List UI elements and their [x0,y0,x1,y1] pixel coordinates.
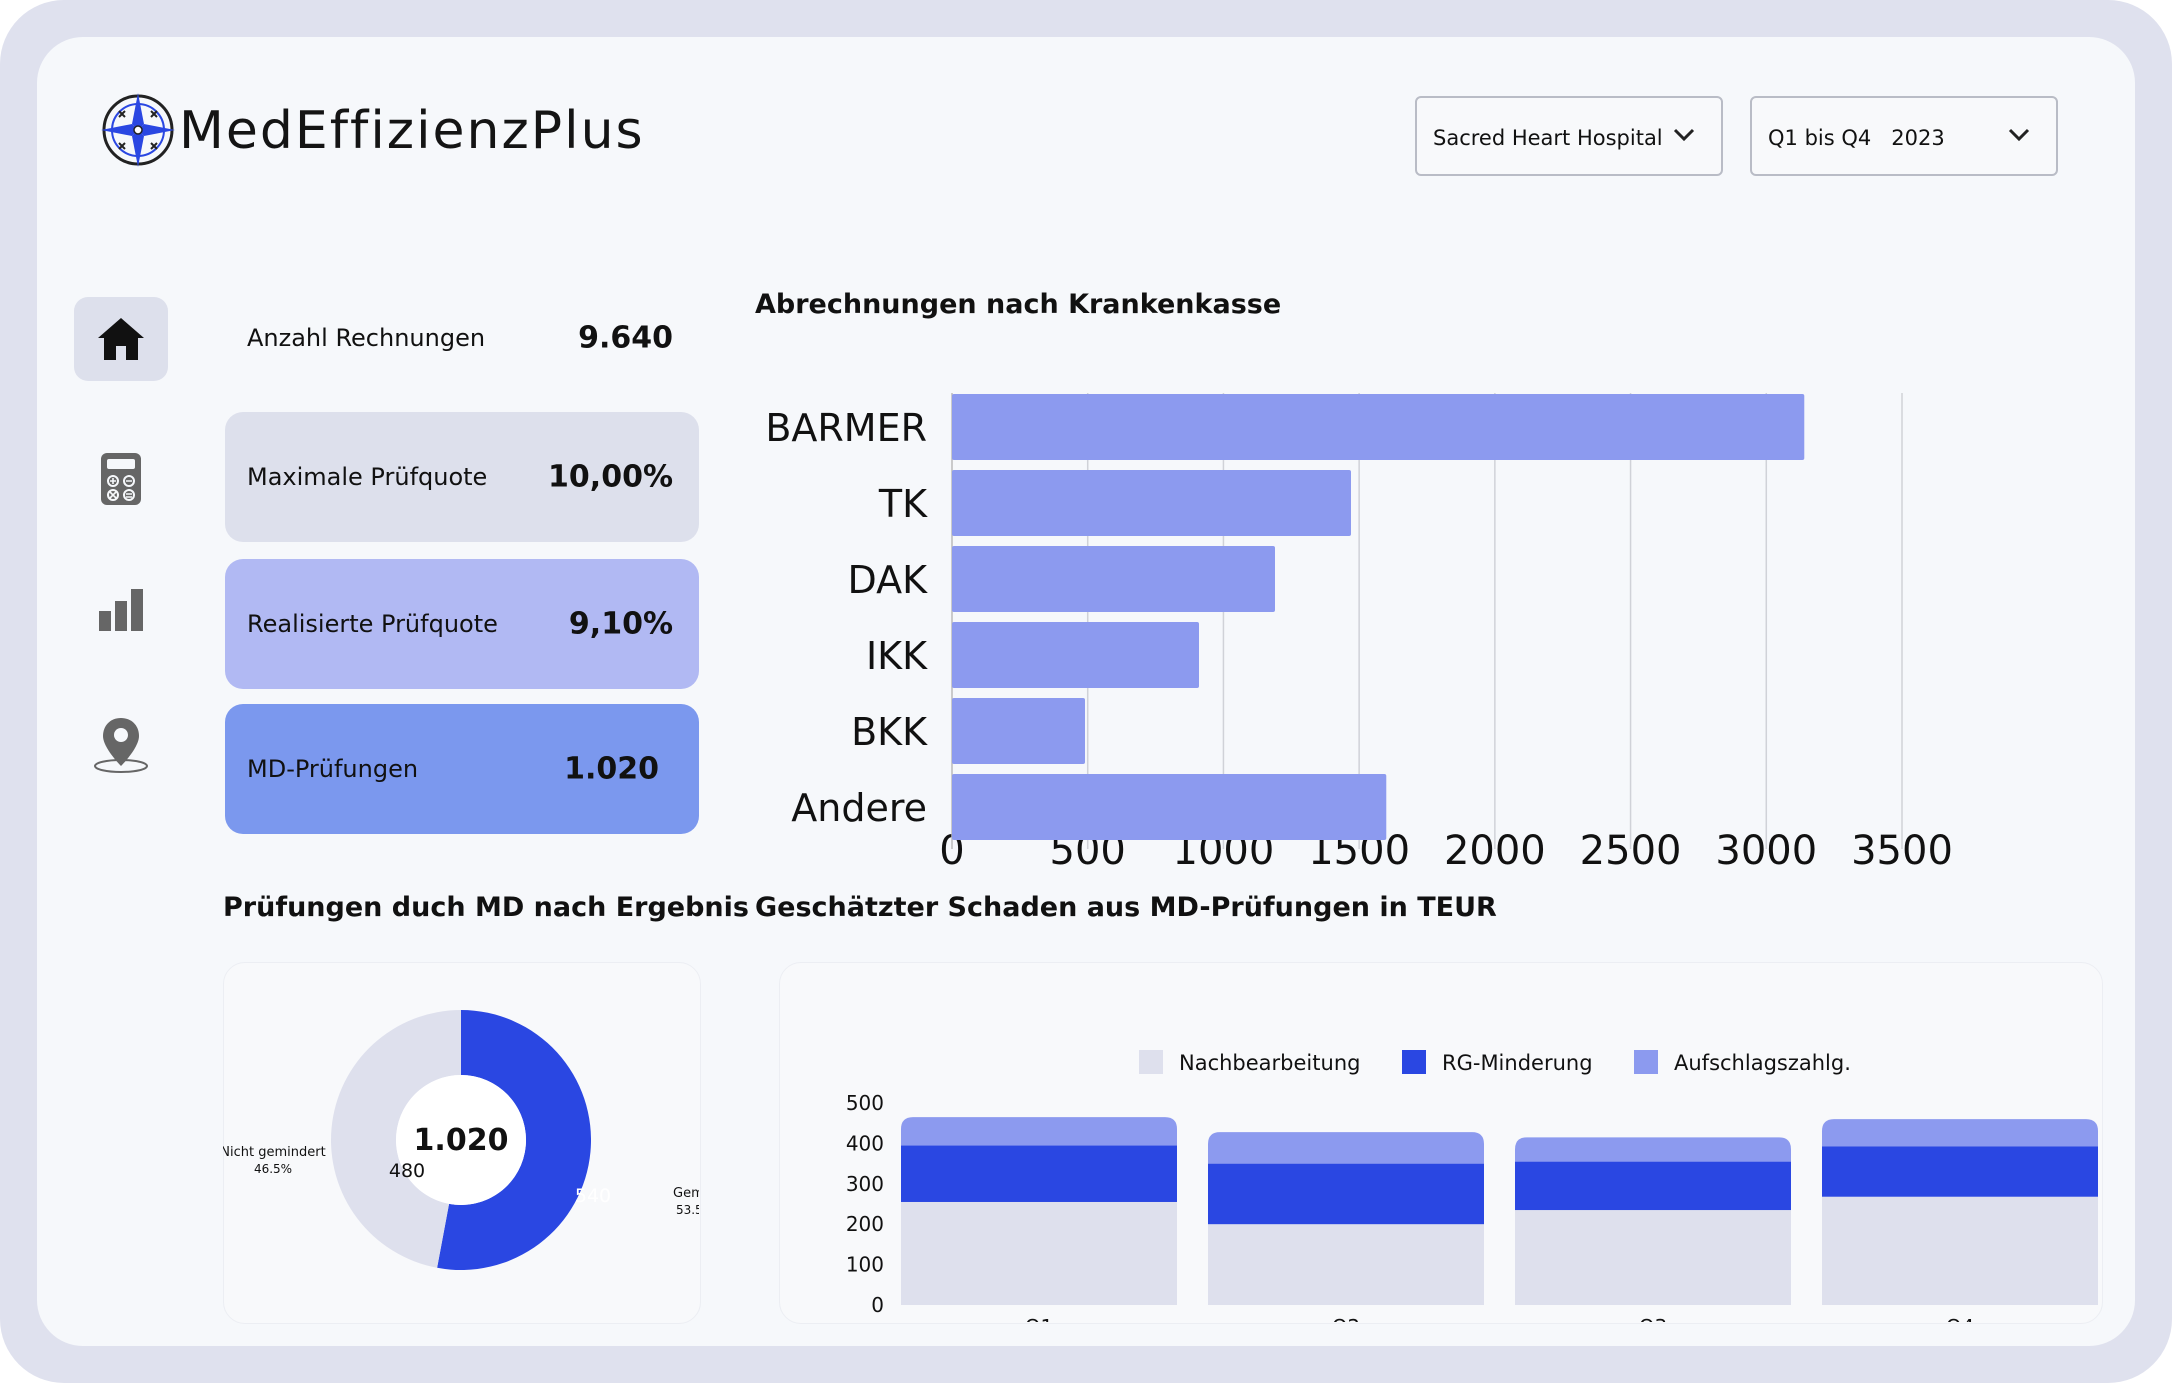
y-category-label: Andere [791,786,927,830]
donut-category-label: Nicht gemindert [223,1145,326,1160]
chevron-down-icon [1673,128,1695,142]
donut-center-total: 1.020 [414,1123,509,1158]
donut-percent-label: 53.5% [676,1203,699,1217]
bar-dak [952,546,1275,612]
kpi-label: Realisierte Prüfquote [247,610,498,638]
bar-segment-0 [1208,1224,1484,1305]
bar-tk [952,470,1351,536]
x-tick-label: 3500 [1851,828,1953,874]
y-category-label: BARMER [765,406,927,450]
schaden-stacked-chart: 500 400 300 200 100 0 Nachbearbeitung RG-Minder… [846,1050,2098,1322]
bar-segment-2 [1515,1137,1791,1162]
bar-chart-icon [99,589,143,631]
donut-hole [396,1075,526,1205]
app-title: MedEffizienzPlus [179,101,645,161]
period-select-value: Q1 bis Q4 2023 [1768,126,1945,150]
bar-segment-0 [1822,1196,2098,1305]
x-category-label: Q2 [1332,1315,1360,1322]
y-tick-label: 100 [846,1253,884,1277]
location-pin-icon [94,718,148,773]
kpi-label: Maximale Prüfquote [247,463,488,491]
y-category-label: IKK [866,634,928,678]
legend-label: Nachbearbeitung [1179,1051,1360,1075]
y-tick-label: 0 [871,1293,884,1317]
donut-value-label: 540 [575,1185,611,1207]
donut-category-label: Gemindert [673,1186,699,1201]
bar-chart-title: Abrechnungen nach Krankenkasse [755,289,1282,320]
kpi-card-rechnungen: Anzahl Rechnungen 9.640 [225,273,699,403]
x-category-label: Q4 [1946,1315,1974,1322]
hospital-select[interactable]: Sacred Heart Hospital [1415,96,1723,176]
legend-swatch [1402,1050,1426,1074]
bar-segment-2 [1822,1119,2098,1147]
y-category-label: BKK [851,710,928,754]
sidebar-item-home[interactable] [74,297,168,381]
hospital-select-value: Sacred Heart Hospital [1433,126,1663,150]
y-tick-label: 400 [846,1131,884,1155]
donut-slice-nicht-gemindert [330,1010,461,1268]
krankenkasse-bar-chart: 0 500 1000 1500 2000 2500 3000 3500BARMERTKDAKI… [765,393,1953,874]
x-tick-label: 2500 [1580,828,1682,874]
bar-segment-1 [1515,1161,1791,1211]
kpi-card-md-pruefungen: MD-Prüfungen 1.020 [225,704,699,834]
dashboard-panel: MedEffizienzPlus Sacred Heart Hospital Q… [37,37,2135,1346]
y-tick-label: 500 [846,1091,884,1115]
x-category-label: Q1 [1025,1315,1053,1322]
stacked-bar-q2 [1208,1132,1484,1305]
legend-label: Aufschlagszahlg. [1674,1051,1851,1075]
x-tick-label: 3000 [1715,828,1817,874]
legend-label: RG-Minderung [1442,1051,1593,1075]
bar-segment-0 [901,1201,1177,1305]
chevron-down-icon [2008,128,2030,142]
x-tick-label: 2000 [1444,828,1546,874]
kpi-value: 9,10% [568,606,673,642]
y-tick-label: 300 [846,1172,884,1196]
stacked-bar-q3 [1515,1137,1791,1305]
bar-segment-1 [901,1145,1177,1202]
bar-segment-1 [1822,1146,2098,1197]
y-category-label: DAK [847,558,928,602]
compass-logo-icon [101,93,175,167]
legend-swatch [1634,1050,1658,1074]
bar-barmer [952,394,1805,460]
y-category-label: TK [878,482,928,526]
stacked-bar-q1 [901,1117,1177,1305]
bar-segment-2 [901,1117,1177,1146]
period-select[interactable]: Q1 bis Q4 2023 [1750,96,2058,176]
bar-segment-1 [1208,1163,1484,1225]
bar-segment-2 [1208,1132,1484,1164]
donut-slice-gemindert [437,1010,591,1270]
kpi-label: MD-Prüfungen [247,755,419,783]
legend-swatch [1139,1050,1163,1074]
bar-bkk [952,698,1085,764]
kpi-value: 9.640 [578,320,673,356]
x-category-label: Q3 [1639,1315,1667,1322]
md-result-donut-chart: 1.020 540 480 Gemindert 53.5% Nicht gemindert… [223,1010,699,1270]
sidebar-item-statistics[interactable] [74,567,168,651]
kpi-card-max-pruefquote: Maximale Prüfquote 10,00% [225,412,699,542]
kpi-label: Anzahl Rechnungen [247,324,486,352]
stacked-chart-title: Geschätzter Schaden aus MD-Prüfungen in … [755,892,1497,923]
donut-chart-title: Prüfungen duch MD nach Ergebnis [223,892,749,923]
y-tick-label: 200 [846,1212,884,1236]
bar-ikk [952,622,1199,688]
sidebar-item-location[interactable] [74,702,168,786]
donut-percent-label: 46.5% [254,1162,292,1176]
bar-segment-0 [1515,1210,1791,1305]
kpi-card-real-pruefquote: Realisierte Prüfquote 9,10% [225,559,699,689]
home-icon [98,318,144,360]
donut-value-label: 480 [389,1160,425,1182]
kpi-value: 1.020 [564,751,659,787]
calculator-icon [101,453,141,505]
kpi-value: 10,00% [548,459,673,495]
stacked-bar-q4 [1822,1119,2098,1305]
bar-andere [952,774,1387,840]
sidebar-item-calculator[interactable] [74,437,168,521]
